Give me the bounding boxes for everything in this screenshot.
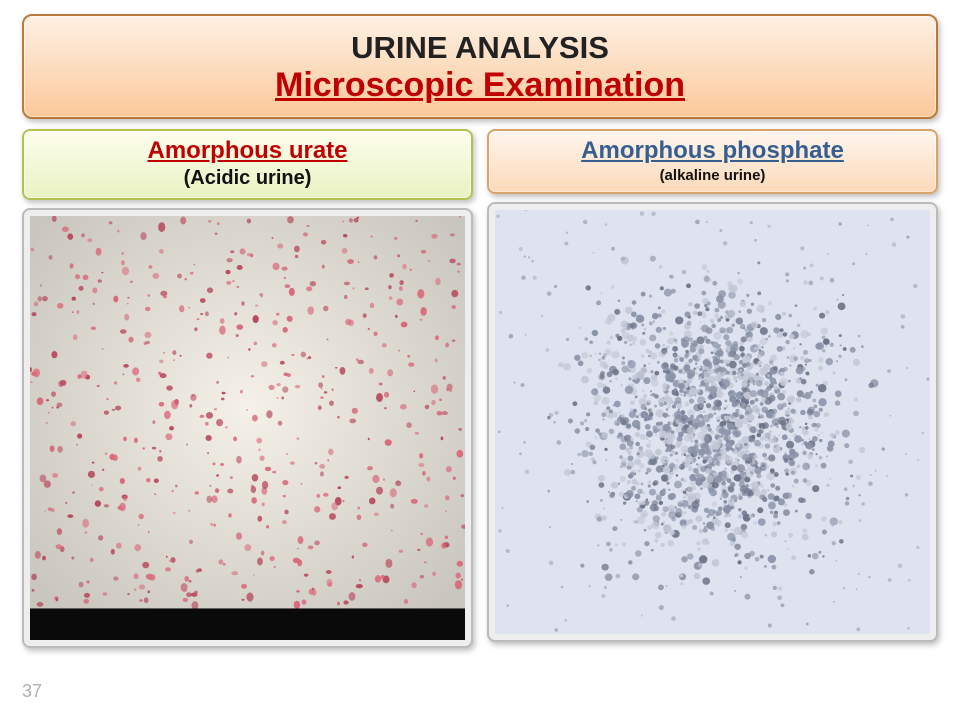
columns: Amorphous urate (Acidic urine) Amorphous… [22,129,938,648]
slide: URINE ANALYSIS Microscopic Examination A… [0,0,960,720]
microscopy-image-left [30,216,465,640]
column-right: Amorphous phosphate (alkaline urine) [487,129,938,648]
crystal-name-left: Amorphous urate [28,137,467,165]
page-number: 37 [22,681,42,702]
microscopy-image-right [495,210,930,634]
image-frame-right [487,202,938,642]
column-left: Amorphous urate (Acidic urine) [22,129,473,648]
title-line1: URINE ANALYSIS [34,30,926,66]
label-box-right: Amorphous phosphate (alkaline urine) [487,129,938,194]
label-box-left: Amorphous urate (Acidic urine) [22,129,473,200]
image-frame-left [22,208,473,648]
title-box: URINE ANALYSIS Microscopic Examination [22,14,938,119]
title-line2: Microscopic Examination [34,66,926,105]
urine-type-left: (Acidic urine) [28,167,467,190]
urine-type-right: (alkaline urine) [493,167,932,184]
crystal-name-right: Amorphous phosphate [493,137,932,165]
